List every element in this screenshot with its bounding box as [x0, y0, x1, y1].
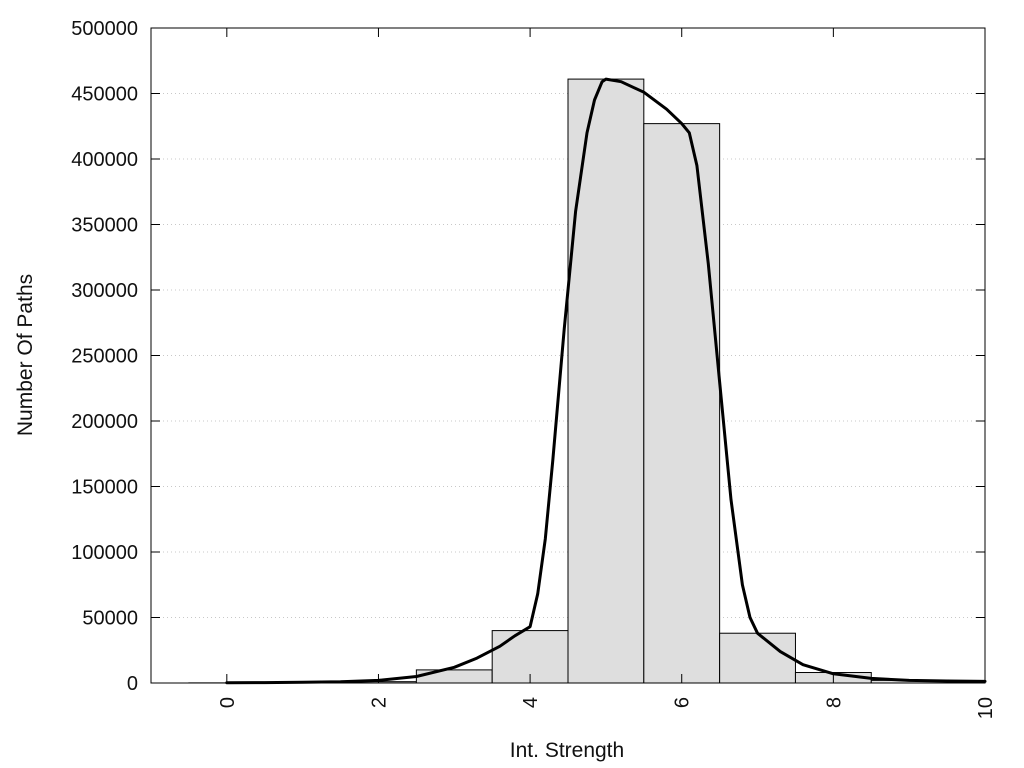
- y-tick-label: 0: [127, 673, 138, 695]
- x-tick-label: 4: [520, 697, 542, 708]
- x-tick-labels: 0 2 4 6 8 10: [217, 697, 997, 719]
- histogram-bars: [188, 78, 985, 683]
- y-axis-title: Number Of Paths: [14, 274, 37, 436]
- y-tick-label: 50000: [82, 608, 138, 630]
- x-tick-label: 8: [823, 697, 845, 708]
- histogram-bar: [415, 669, 493, 683]
- x-tick-label: 6: [672, 697, 694, 708]
- y-tick-labels: 0 50000 100000 150000 200000 250000 300000 3500…: [71, 18, 138, 695]
- x-axis-title: Int. Strength: [510, 739, 624, 762]
- histogram-bar: [567, 78, 645, 683]
- histogram-bar: [719, 632, 796, 683]
- y-tick-label: 300000: [71, 280, 138, 302]
- y-tick-label: 200000: [71, 411, 138, 433]
- y-tick-label: 350000: [71, 215, 138, 237]
- histogram-bar: [643, 123, 721, 683]
- y-tick-label: 400000: [71, 149, 138, 171]
- y-tick-label: 450000: [71, 84, 138, 106]
- y-tick-label: 100000: [71, 542, 138, 564]
- x-tick-label: 0: [217, 697, 239, 708]
- y-tick-label: 150000: [71, 477, 138, 499]
- y-tick-label: 500000: [71, 18, 138, 40]
- x-tick-label: 2: [368, 697, 390, 708]
- x-tick-label: 10: [975, 697, 997, 719]
- y-tick-label: 250000: [71, 346, 138, 368]
- fit-curve: [225, 77, 987, 685]
